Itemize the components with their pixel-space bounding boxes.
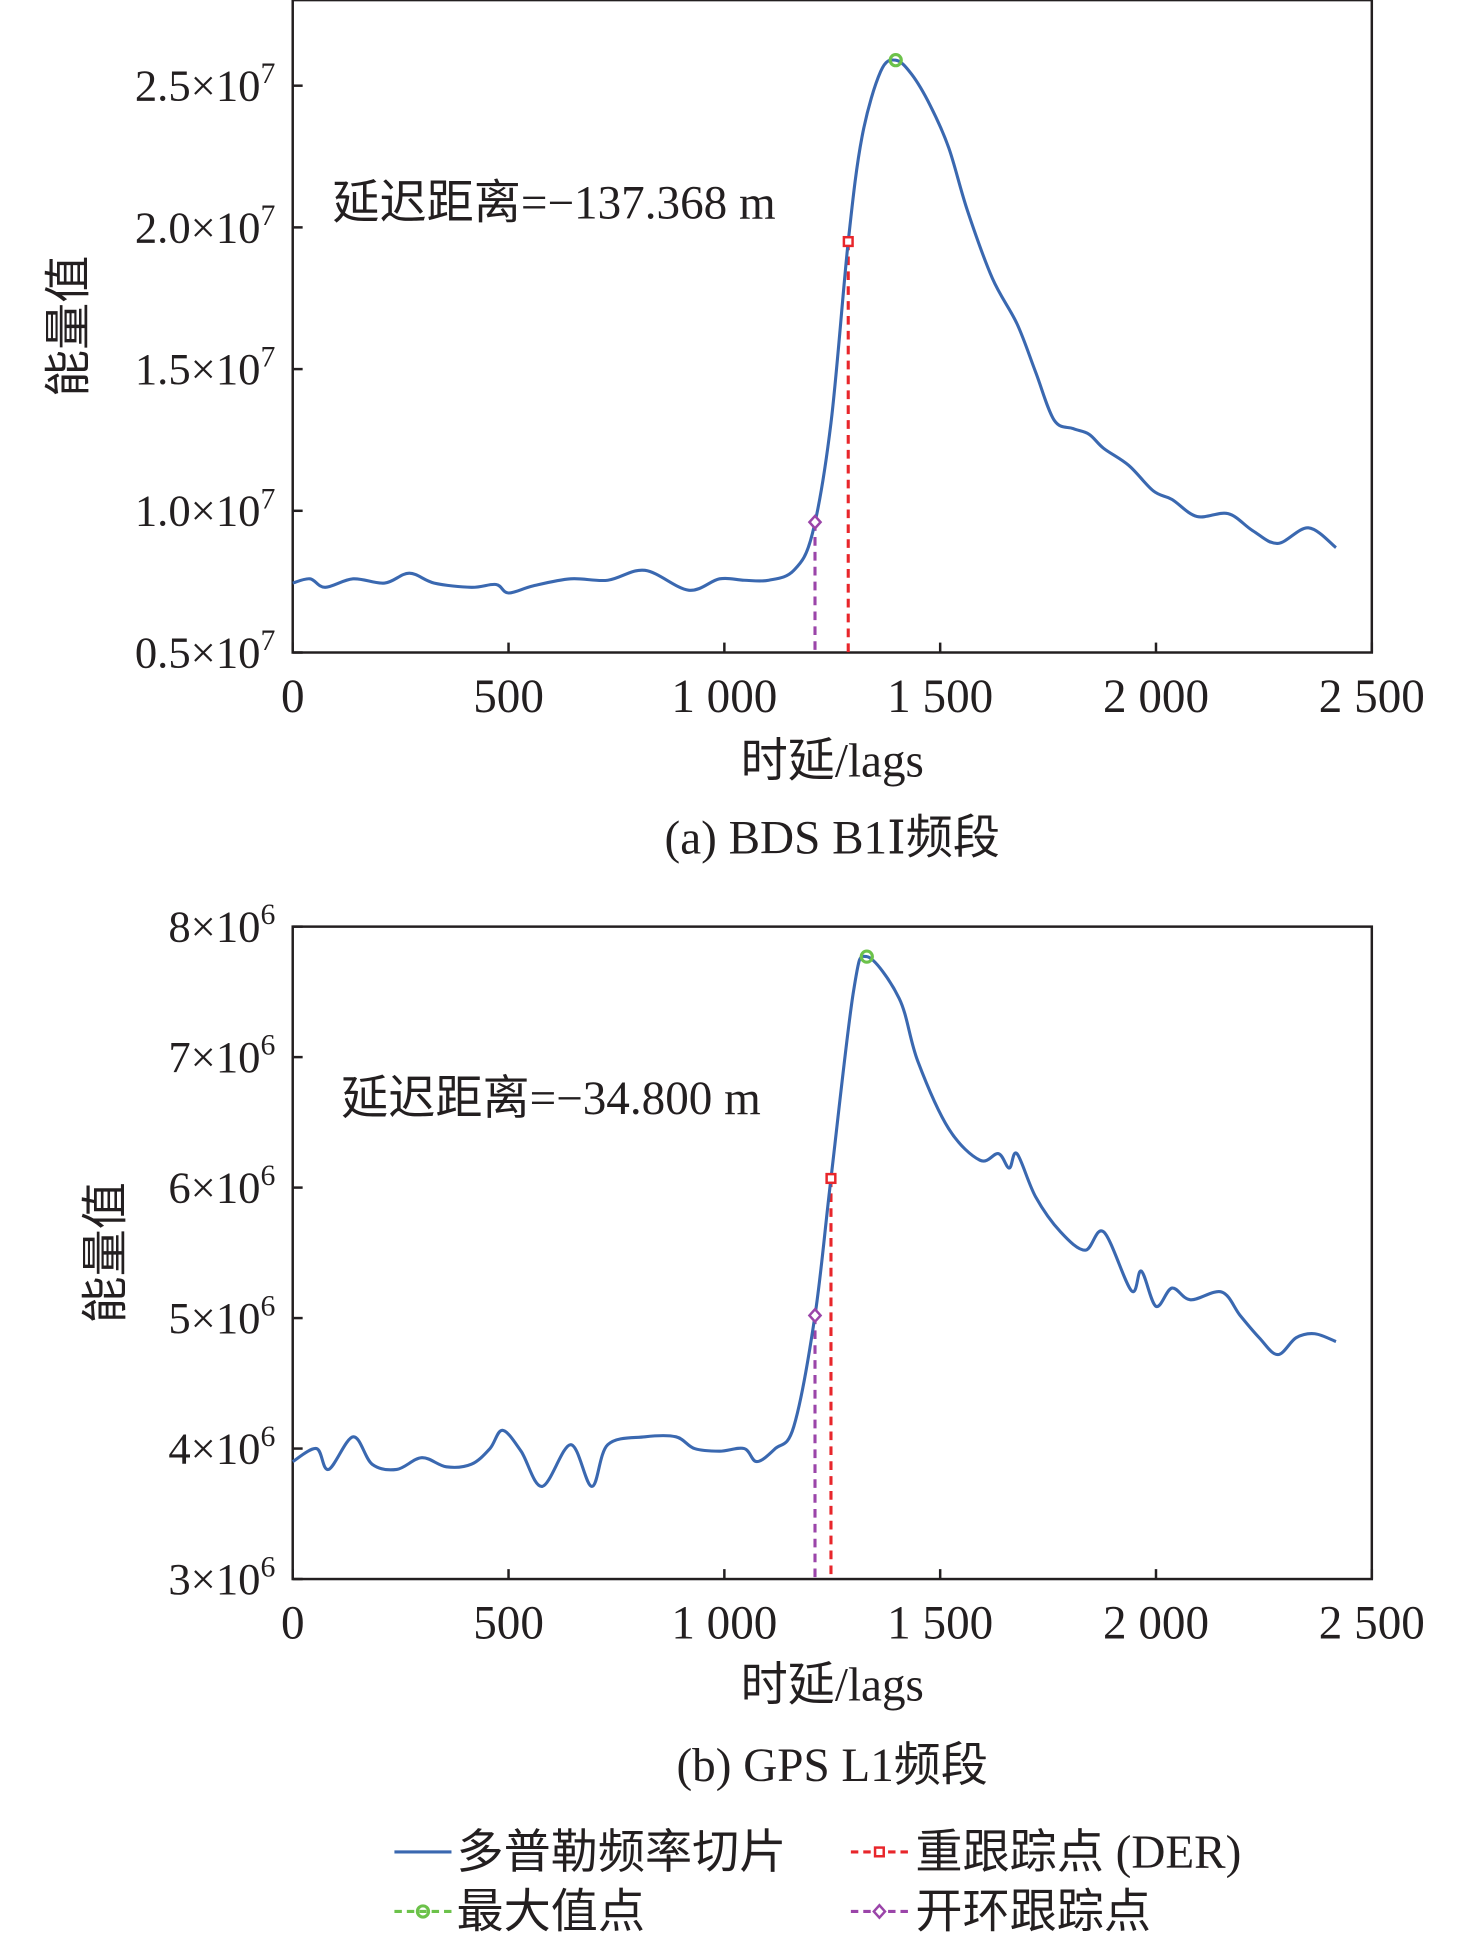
y-tick-label: 8×106: [168, 898, 275, 951]
x-tick-label: 0: [281, 1598, 305, 1650]
max-point-marker: [888, 53, 903, 68]
y-tick-label: 0.5×107: [135, 624, 276, 677]
x-tick-label: 2 500: [1319, 671, 1425, 723]
open-point-marker: [807, 514, 823, 531]
x-tick-label: 1 500: [887, 1598, 993, 1650]
y-tick-label: 4×106: [168, 1420, 275, 1473]
x-axis-label-b: 时延/lags: [741, 1660, 924, 1712]
x-tick-label: 0: [281, 671, 305, 723]
x-tick-label: 1 500: [887, 671, 993, 723]
doppler-slice-line: [292, 58, 1337, 595]
chart-b: 延迟距离=−34.800 m 时延/lags (b) GPS L1频段 能量值 …: [81, 898, 1425, 1792]
legend-label-max: 最大值点: [456, 1887, 645, 1939]
legend-marker-max: [415, 1904, 431, 1919]
x-tick-label: 2 000: [1103, 671, 1209, 723]
y-tick-label: 6×106: [168, 1159, 275, 1212]
y-tick-label: 1.5×107: [135, 341, 276, 394]
caption-b: (b) GPS L1频段: [676, 1740, 988, 1792]
y-tick-label: 3×106: [168, 1551, 275, 1604]
chart-a: 延迟距离=−137.368 m 时延/lags (a) BDS B1Ⅰ频段 能量…: [43, 0, 1425, 864]
y-tick-label: 7×106: [168, 1029, 275, 1082]
plot-frame: [291, 0, 1374, 654]
open-point-marker: [807, 1307, 823, 1324]
plot-frame: [291, 925, 1374, 1581]
annotation-b: 延迟距离=−34.800 m: [341, 1073, 761, 1125]
x-tick-label: 2 000: [1103, 1598, 1209, 1650]
y-axis-label-b: 能量值: [81, 1182, 133, 1323]
y-tick-label: 2.0×107: [135, 199, 276, 252]
der-point-marker: [842, 235, 854, 248]
legend-label-curve: 多普勒频率切片: [456, 1827, 786, 1879]
y-tick-label: 2.5×107: [135, 57, 276, 110]
annotation-a: 延迟距离=−137.368 m: [332, 177, 775, 229]
der-point-marker: [825, 1172, 837, 1185]
max-point-marker: [859, 949, 874, 964]
legend-label-der: 重跟踪点 (DER): [915, 1827, 1241, 1879]
x-tick-label: 2 500: [1319, 1598, 1425, 1650]
caption-a: (a) BDS B1Ⅰ频段: [665, 812, 1000, 864]
y-tick-label: 5×106: [168, 1290, 275, 1343]
legend-marker-open: [872, 1903, 887, 1920]
x-tick-label: 500: [473, 671, 544, 723]
legend-marker-der: [873, 1846, 885, 1858]
legend: 多普勒频率切片 重跟踪点 (DER) 最大值点 开环跟踪点: [394, 1827, 1241, 1939]
x-tick-label: 1 000: [671, 1598, 777, 1650]
legend-label-open: 开环跟踪点: [915, 1887, 1151, 1939]
x-tick-label: 500: [473, 1598, 544, 1650]
x-axis-label-a: 时延/lags: [741, 736, 924, 788]
y-axis-label-a: 能量值: [43, 256, 95, 397]
y-tick-label: 1.0×107: [135, 482, 276, 535]
x-tick-label: 1 000: [671, 671, 777, 723]
